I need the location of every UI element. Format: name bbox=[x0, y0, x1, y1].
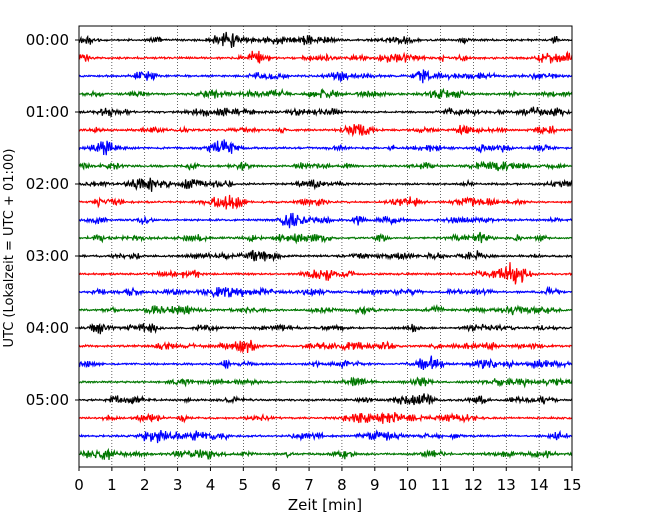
y-tick-label: 04:00 bbox=[26, 319, 69, 337]
seismic-trace-20 bbox=[78, 376, 573, 389]
y-axis: 00:00 01:00 02:00 03:00 04:00 05:00 bbox=[26, 31, 79, 409]
plot-frame bbox=[78, 25, 573, 468]
x-axis-label: Zeit [min] bbox=[288, 496, 362, 514]
seismic-trace-23 bbox=[78, 429, 573, 444]
seismic-trace-9 bbox=[78, 177, 573, 192]
x-tick-label: 12 bbox=[464, 476, 483, 494]
seismic-trace-2 bbox=[78, 50, 573, 64]
seismic-trace-16 bbox=[78, 304, 573, 316]
x-tick-label: 15 bbox=[562, 476, 581, 494]
seismic-traces bbox=[78, 31, 573, 461]
seismic-trace-10 bbox=[78, 194, 573, 210]
x-tick-label: 5 bbox=[239, 476, 249, 494]
y-tick-label: 03:00 bbox=[26, 247, 69, 265]
x-tick-label: 9 bbox=[370, 476, 380, 494]
seismic-trace-22 bbox=[78, 411, 573, 424]
x-tick-label: 13 bbox=[497, 476, 516, 494]
seismic-trace-14 bbox=[78, 262, 573, 285]
x-tick-label: 1 bbox=[107, 476, 117, 494]
y-tick-label: 00:00 bbox=[26, 31, 69, 49]
seismic-trace-21 bbox=[78, 393, 573, 406]
x-tick-label: 4 bbox=[206, 476, 216, 494]
x-axis: 0 1 2 3 4 5 6 7 8 9 10 11 12 13 14 15 bbox=[74, 467, 582, 494]
seismic-trace-12 bbox=[78, 231, 573, 245]
seismic-trace-3 bbox=[78, 69, 573, 84]
seismic-trace-8 bbox=[78, 160, 573, 172]
y-tick-label: 02:00 bbox=[26, 175, 69, 193]
seismic-trace-15 bbox=[78, 285, 573, 299]
seismic-trace-7 bbox=[78, 139, 573, 156]
plot-area bbox=[79, 26, 572, 467]
seismic-trace-13 bbox=[78, 249, 573, 263]
seismic-trace-17 bbox=[78, 322, 573, 335]
x-tick-label: 8 bbox=[337, 476, 347, 494]
seismic-trace-11 bbox=[78, 212, 573, 229]
y-axis-label: UTC (Lokalzeit = UTC + 01:00) bbox=[2, 149, 17, 348]
x-tick-label: 2 bbox=[140, 476, 150, 494]
x-tick-label: 6 bbox=[271, 476, 281, 494]
seismic-trace-4 bbox=[78, 87, 573, 100]
seismic-trace-19 bbox=[78, 355, 573, 370]
x-tick-label: 0 bbox=[74, 476, 84, 494]
x-tick-label: 11 bbox=[431, 476, 450, 494]
seismic-trace-18 bbox=[78, 339, 573, 354]
x-tick-label: 10 bbox=[398, 476, 417, 494]
x-tick-label: 3 bbox=[173, 476, 183, 494]
x-tick-label: 14 bbox=[530, 476, 549, 494]
y-tick-label: 05:00 bbox=[26, 391, 69, 409]
seismic-trace-6 bbox=[78, 124, 573, 138]
seismic-trace-1 bbox=[78, 31, 573, 48]
seismic-trace-5 bbox=[78, 106, 573, 119]
seismic-trace-24 bbox=[78, 447, 573, 461]
y-tick-label: 01:00 bbox=[26, 103, 69, 121]
x-tick-label: 7 bbox=[304, 476, 314, 494]
